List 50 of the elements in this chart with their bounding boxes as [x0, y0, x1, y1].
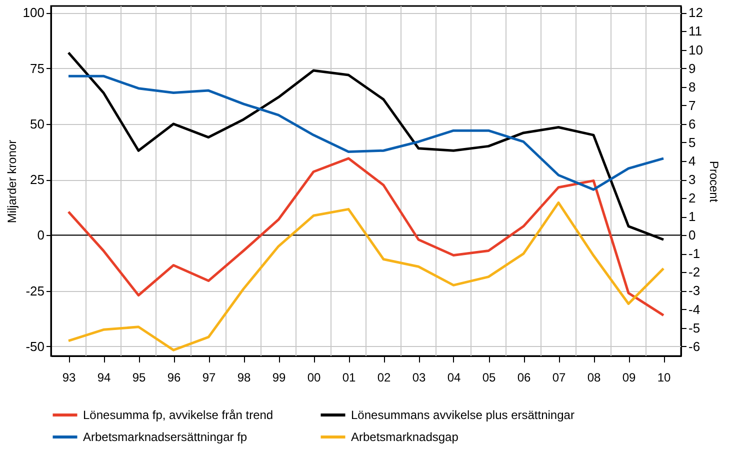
x-tick-label: 96	[167, 370, 181, 384]
legend-label: Arbetsmarknadsersättningar fp	[83, 430, 248, 444]
x-tick-label: 04	[447, 370, 461, 384]
y2-tick-label: 7	[688, 98, 696, 113]
y-tick-label: 0	[37, 228, 44, 243]
x-tick-label: 95	[132, 370, 146, 384]
y2-tick-label: 0	[688, 228, 696, 243]
y-tick-label: 100	[22, 5, 44, 20]
y2-axis-title: Procent	[706, 160, 721, 203]
y-tick-label: 75	[30, 60, 44, 76]
legend-label: Arbetsmarknadsgap	[351, 430, 459, 444]
y-tick-label: -50	[26, 338, 44, 354]
y2-tick-label: 9	[688, 60, 696, 76]
y-tick-label: 50	[30, 116, 44, 132]
y-axis-title: Miljarder kronor	[4, 140, 19, 224]
x-tick-label: 94	[97, 370, 111, 384]
y2-tick-label: -6	[688, 338, 700, 354]
x-tick-label: 02	[377, 370, 391, 384]
y-tick-label: -25	[26, 283, 44, 298]
y2-tick-label: 12	[688, 5, 703, 20]
y2-tick-label: 6	[688, 116, 696, 132]
x-tick-label: 06	[517, 370, 531, 384]
x-tick-label: 97	[202, 370, 216, 384]
y2-tick-label: 8	[688, 79, 696, 94]
y2-tick-label: 5	[688, 134, 696, 150]
x-tick-label: 03	[412, 370, 426, 384]
x-tick-label: 98	[237, 370, 251, 384]
y2-tick-label: -1	[688, 246, 700, 262]
y2-tick-label: 2	[688, 190, 696, 206]
legend-label: Lönesummans avvikelse plus ersättningar	[351, 408, 574, 422]
y2-tick-label: 1	[688, 209, 696, 224]
x-tick-label: 00	[307, 370, 321, 384]
x-tick-label: 10	[657, 370, 671, 384]
y2-tick-label: -3	[688, 283, 700, 298]
y2-tick-label: 10	[688, 42, 703, 58]
x-tick-label: 07	[552, 370, 566, 384]
y2-tick-label: 4	[688, 153, 696, 168]
x-tick-label: 99	[272, 370, 286, 384]
y2-tick-label: -2	[688, 264, 700, 280]
x-tick-label: 08	[587, 370, 601, 384]
x-tick-label: 93	[62, 370, 76, 384]
x-tick-label: 09	[622, 370, 636, 384]
y2-tick-label: -4	[688, 302, 700, 317]
x-tick-label: 01	[342, 370, 356, 384]
y2-tick-label: 3	[688, 172, 696, 188]
y2-tick-label: -5	[688, 320, 700, 336]
y2-tick-label: 11	[688, 24, 702, 39]
x-tick-label: 05	[482, 370, 496, 384]
y-tick-label: 25	[30, 172, 44, 188]
legend-label: Lönesumma fp, avvikelse från trend	[83, 408, 274, 422]
